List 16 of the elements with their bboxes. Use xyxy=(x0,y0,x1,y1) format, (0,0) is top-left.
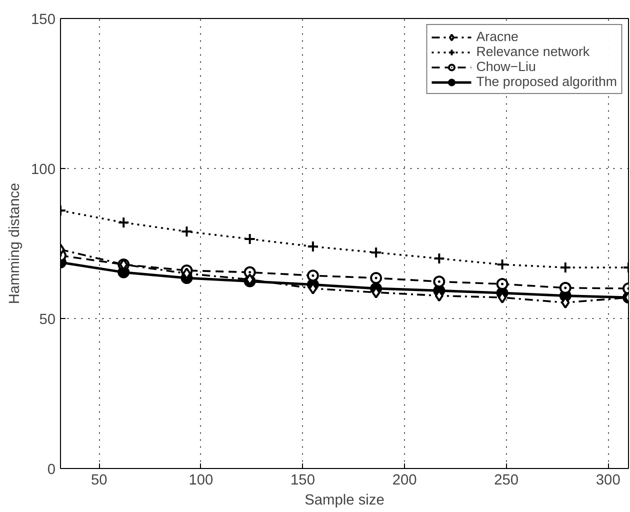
x-tick-label: 100 xyxy=(188,472,214,488)
x-tick-label: 50 xyxy=(91,472,108,488)
y-axis-title: Hamming distance xyxy=(7,182,24,304)
y-tick-label: 150 xyxy=(31,12,56,28)
legend-label: Chow−Liu xyxy=(476,59,536,74)
legend-label: The proposed algorithm xyxy=(476,74,617,89)
x-tick-label: 250 xyxy=(494,472,519,488)
y-tick-label: 100 xyxy=(31,162,56,178)
x-tick-label: 300 xyxy=(596,472,620,488)
x-axis-title: Sample size xyxy=(304,492,384,508)
y-tick-label: 50 xyxy=(39,312,56,328)
x-tick-label: 150 xyxy=(290,472,316,488)
x-tick-label: 200 xyxy=(392,472,417,488)
legend-label: Relevance network xyxy=(476,44,590,59)
legend-label: Aracne xyxy=(476,29,518,44)
y-tick-label: 0 xyxy=(47,462,56,478)
